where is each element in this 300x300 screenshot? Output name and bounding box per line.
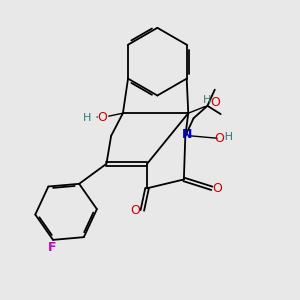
Text: O: O (214, 132, 224, 145)
Text: H: H (203, 95, 212, 105)
Text: H: H (82, 112, 91, 123)
Text: O: O (210, 96, 220, 109)
Text: ·: · (95, 111, 99, 124)
Text: F: F (48, 241, 56, 254)
Text: N: N (182, 128, 192, 141)
Text: ·H: ·H (222, 132, 234, 142)
Text: O: O (98, 111, 107, 124)
Text: O: O (130, 204, 140, 217)
Text: O: O (212, 182, 222, 195)
